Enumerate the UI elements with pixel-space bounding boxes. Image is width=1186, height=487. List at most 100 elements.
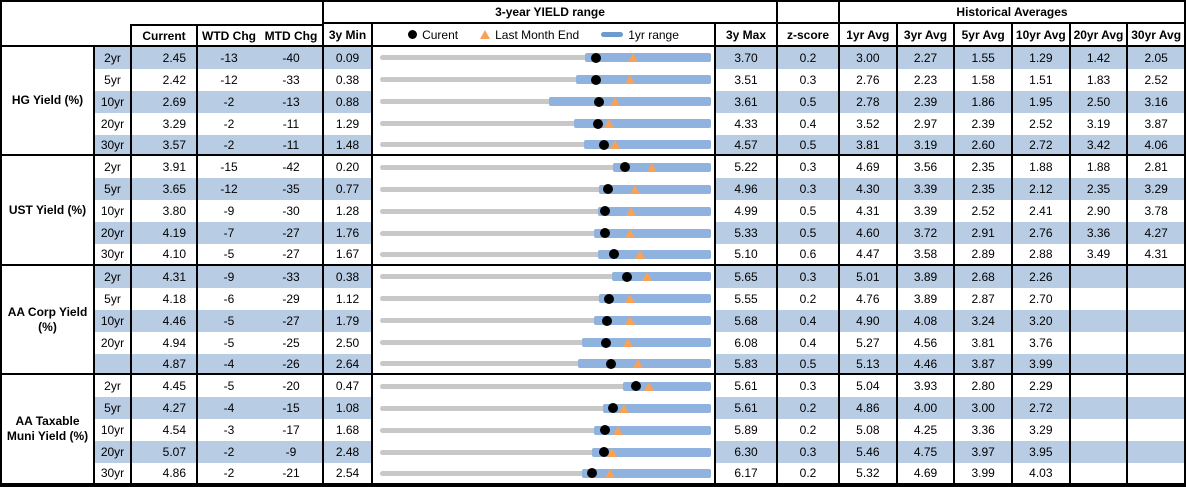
current-cell: 3.65 [130, 178, 196, 201]
1yr-range-bar [573, 119, 711, 129]
last-month-end-triangle-icon [606, 447, 617, 457]
tenor-cell: 20yr [93, 331, 130, 354]
5yr-avg-cell: 2.89 [953, 244, 1011, 266]
1yr-avg-cell: 4.60 [838, 222, 896, 245]
current-dot-icon [586, 468, 597, 479]
range-chart-track [380, 178, 711, 200]
3y-min-cell: 0.20 [322, 156, 371, 179]
mtd-chg-cell: -21 [282, 466, 300, 481]
current-dot-icon [599, 206, 610, 217]
range-chart-cell [371, 419, 714, 442]
3y-max-cell: 5.10 [714, 244, 776, 266]
last-month-end-triangle-icon [642, 272, 653, 282]
3y-max-cell: 5.61 [714, 375, 776, 398]
zscore-cell: 0.5 [776, 90, 838, 113]
20yr-avg-cell: 3.19 [1068, 112, 1127, 135]
chg-cells: -9 -33 [196, 265, 322, 288]
legend-lme-item: Last Month End [480, 28, 579, 42]
wtd-chg-cell: -15 [220, 160, 238, 175]
3y-range-line [380, 99, 711, 105]
header-spacer-left [2, 24, 130, 47]
last-month-end-triangle-icon [632, 359, 643, 369]
1yr-range-bar [583, 140, 711, 150]
10yr-avg-cell: 2.88 [1011, 244, 1069, 266]
1yr-avg-cell: 5.27 [838, 331, 896, 354]
30yr-avg-cell [1126, 353, 1184, 376]
1yr-avg-cell: 2.78 [838, 90, 896, 113]
section-label: UST Yield (%) [2, 156, 93, 266]
zscore-cell: 0.5 [776, 353, 838, 376]
col-header-20yr-avg: 20yr Avg [1068, 24, 1127, 47]
1yr-avg-cell: 4.31 [838, 200, 896, 223]
wtd-chg-cell: -5 [223, 335, 235, 350]
range-chart-track [380, 310, 711, 332]
range-chart-cell [371, 200, 714, 223]
last-month-end-triangle-icon [610, 140, 621, 150]
mtd-chg-cell: -27 [282, 247, 300, 262]
chg-cells: -15 -42 [196, 156, 322, 179]
range-chart-cell [371, 222, 714, 245]
current-cell: 4.19 [130, 222, 196, 245]
30yr-avg-cell: 3.29 [1126, 178, 1184, 201]
current-dot-icon [594, 96, 605, 107]
3y-max-cell: 3.51 [714, 68, 776, 91]
mtd-chg-cell: -33 [282, 72, 300, 87]
3y-range-line [380, 251, 711, 257]
range-chart-track [380, 244, 711, 264]
3y-min-cell: 0.77 [322, 178, 371, 201]
30yr-avg-cell [1126, 397, 1184, 420]
range-chart-track [380, 113, 711, 135]
range-chart-cell [371, 90, 714, 113]
zscore-cell: 0.5 [776, 134, 838, 157]
3y-range-line [380, 230, 711, 236]
3y-max-cell: 6.08 [714, 331, 776, 354]
wtd-chg-cell: -5 [223, 247, 235, 262]
3y-range-line [380, 142, 711, 148]
1yr-avg-cell: 3.81 [838, 134, 896, 157]
wtd-chg-cell: -12 [220, 182, 238, 197]
5yr-avg-cell: 3.00 [953, 397, 1011, 420]
3y-range-line [380, 383, 711, 389]
mtd-chg-cell: -17 [282, 423, 300, 438]
5yr-avg-cell: 2.87 [953, 287, 1011, 310]
3yr-avg-cell: 3.39 [895, 178, 954, 201]
3y-range-line [380, 55, 711, 61]
range-chart-cell [371, 178, 714, 201]
5yr-avg-cell: 1.86 [953, 90, 1011, 113]
range-chart-track [380, 441, 711, 463]
mtd-chg-cell: -40 [282, 50, 300, 65]
3y-max-cell: 4.57 [714, 134, 776, 157]
3y-max-cell: 6.30 [714, 441, 776, 464]
30yr-avg-cell [1126, 309, 1184, 332]
30yr-avg-cell [1126, 419, 1184, 442]
range-chart-cell [371, 68, 714, 91]
zscore-cell: 0.3 [776, 265, 838, 288]
chg-cells: -5 -27 [196, 309, 322, 332]
range-chart-track [380, 135, 711, 155]
tenor-cell: 2yr [93, 156, 130, 179]
tenor-cell [93, 353, 130, 376]
5yr-avg-cell: 2.35 [953, 156, 1011, 179]
zscore-cell: 0.2 [776, 419, 838, 442]
5yr-avg-cell: 3.97 [953, 441, 1011, 464]
20yr-avg-cell [1068, 287, 1127, 310]
chg-cells: -5 -25 [196, 331, 322, 354]
1yr-avg-cell: 5.01 [838, 265, 896, 288]
range-chart-cell [371, 441, 714, 464]
current-cell: 2.42 [130, 68, 196, 91]
1yr-range-bar [597, 206, 711, 216]
10yr-avg-cell: 2.72 [1011, 134, 1069, 157]
current-cell: 4.46 [130, 309, 196, 332]
chg-cells: -12 -35 [196, 178, 322, 201]
1yr-range-bar [598, 249, 711, 259]
current-dot-icon [599, 425, 610, 436]
20yr-avg-cell: 3.42 [1068, 134, 1127, 157]
10yr-avg-cell: 1.29 [1011, 47, 1069, 69]
section-label: AA Taxable Muni Yield (%) [2, 375, 93, 485]
tenor-cell: 10yr [93, 419, 130, 442]
3yr-avg-cell: 2.97 [895, 112, 954, 135]
col-header-zscore: z-score [776, 24, 838, 47]
last-month-end-triangle-icon [643, 381, 654, 391]
mtd-chg-cell: -9 [285, 445, 297, 460]
3y-min-cell: 1.28 [322, 200, 371, 223]
